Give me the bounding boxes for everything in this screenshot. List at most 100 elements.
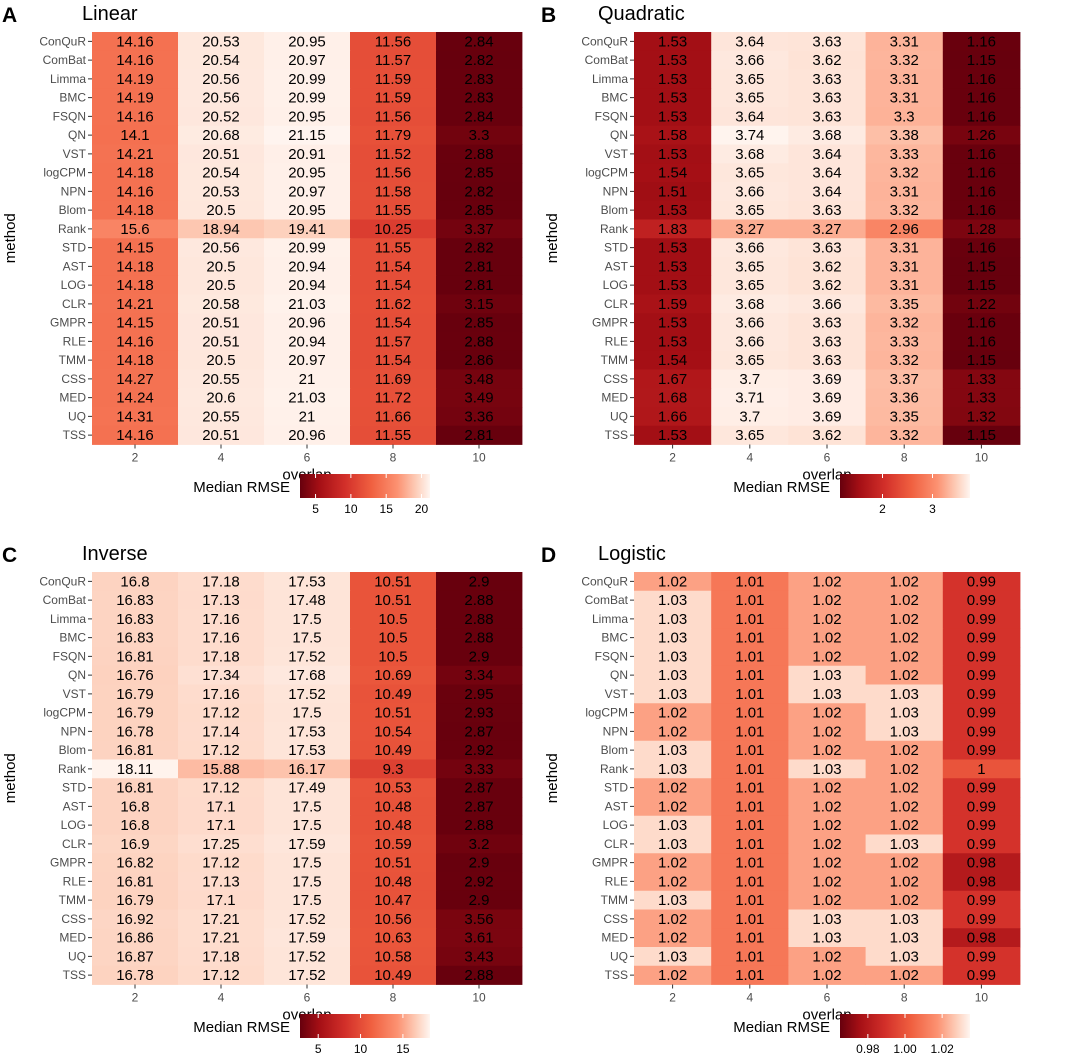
cell-value: 1.02 (812, 780, 841, 797)
heatmap-cell (788, 369, 866, 389)
method-label: STD (62, 241, 86, 255)
cell-value: 10.49 (374, 967, 412, 984)
cell-value: 17.53 (288, 742, 326, 759)
heatmap-cell (92, 275, 179, 295)
cell-value: 10.54 (374, 723, 412, 740)
cell-value: 17.18 (202, 948, 240, 965)
heatmap-cell (436, 647, 523, 667)
heatmap-cell (865, 909, 944, 929)
heatmap-cell (865, 32, 944, 52)
cell-value: 0.98 (967, 930, 996, 947)
method-label: NPN (603, 724, 628, 738)
cell-value: 20.54 (202, 52, 240, 69)
cell-value: 3.65 (735, 258, 764, 275)
heatmap-cell (788, 313, 866, 333)
method-label: Limma (592, 612, 628, 626)
heatmap-cell (711, 219, 789, 239)
cell-value: 20.5 (206, 277, 235, 294)
heatmap-cell (788, 872, 866, 892)
cell-value: 1.02 (658, 855, 687, 872)
cell-value: 14.16 (116, 183, 154, 200)
heatmap-cell (865, 890, 944, 910)
heatmap-cell (264, 125, 351, 145)
heatmap-cell (634, 350, 712, 370)
heatmap-cell (865, 425, 944, 445)
cell-value: 2.81 (464, 258, 493, 275)
cell-value: 3.62 (812, 427, 841, 444)
heatmap-cell (865, 125, 944, 145)
cell-value: 11.66 (375, 408, 411, 425)
cell-value: 1.02 (890, 573, 919, 590)
heatmap-cell (350, 107, 437, 127)
cell-value: 3.32 (890, 202, 919, 219)
method-label: Rank (58, 762, 87, 776)
heatmap-cell (788, 69, 866, 89)
heatmap-cell (634, 872, 712, 892)
method-label: Rank (600, 222, 629, 236)
cell-value: 19.41 (288, 221, 326, 238)
heatmap-cell (436, 740, 523, 760)
cell-value: 3.63 (812, 202, 841, 219)
heatmap-cell (865, 313, 944, 333)
cell-value: 1.01 (735, 742, 764, 759)
cell-value: 3.68 (735, 146, 764, 163)
cell-value: 1.03 (658, 742, 687, 759)
cell-value: 1.02 (812, 892, 841, 909)
heatmap-cell (942, 628, 1021, 648)
cell-value: 3.65 (735, 202, 764, 219)
heatmap-cell (92, 797, 179, 817)
cell-value: 10.51 (374, 592, 412, 609)
heatmap-cell (92, 609, 179, 629)
heatmap-cell (436, 947, 523, 967)
heatmap-cell (788, 257, 866, 277)
heatmap-cell (350, 853, 437, 873)
heatmap-cell (178, 125, 265, 145)
method-label: Blom (601, 203, 628, 217)
legend-tick-label: 1.02 (930, 1042, 954, 1056)
method-label: BMC (601, 91, 628, 105)
cell-value: 1.02 (812, 967, 841, 984)
cell-value: 20.97 (288, 183, 326, 200)
cell-value: 1.02 (890, 592, 919, 609)
heatmap-cell (436, 590, 523, 610)
method-label: Rank (600, 762, 629, 776)
cell-value: 16.8 (120, 573, 149, 590)
heatmap-cell (436, 144, 523, 164)
heatmap-cell (865, 740, 944, 760)
heatmap-cell (264, 815, 351, 835)
heatmap-cell (178, 778, 265, 798)
cell-value: 16.83 (116, 592, 154, 609)
cell-value: 11.54 (375, 258, 411, 275)
heatmap-cell (865, 872, 944, 892)
heatmap-cell (788, 759, 866, 779)
cell-value: 20.56 (202, 240, 240, 257)
heatmap-cell (634, 294, 712, 314)
heatmap-cell (92, 890, 179, 910)
cell-value: 1.33 (967, 371, 996, 388)
heatmap-cell (634, 647, 712, 667)
heatmap-cell (436, 200, 523, 220)
cell-value: 16.92 (116, 911, 154, 928)
cell-value: 2.84 (464, 33, 493, 50)
heatmap-cell (92, 350, 179, 370)
y-axis-title: method (544, 213, 561, 263)
heatmap-cell (178, 609, 265, 629)
cell-value: 1.16 (967, 315, 996, 332)
heatmap-cell (178, 388, 265, 408)
heatmap-cell (711, 965, 789, 985)
cell-value: 17.5 (292, 873, 321, 890)
cell-value: 1.03 (890, 948, 919, 965)
panel-letter: B (541, 4, 556, 27)
cell-value: 1.02 (658, 705, 687, 722)
cell-value: 20.97 (288, 52, 326, 69)
heatmap-cell (788, 107, 866, 127)
heatmap-cell (788, 797, 866, 817)
cell-value: 3.15 (464, 296, 493, 313)
method-label: CLR (604, 297, 628, 311)
heatmap-cell (264, 332, 351, 352)
cell-value: 1.02 (812, 648, 841, 665)
heatmap-cell (865, 50, 944, 70)
cell-value: 0.99 (967, 817, 996, 834)
legend-colorbar (300, 1014, 430, 1038)
heatmap-cell (178, 590, 265, 610)
